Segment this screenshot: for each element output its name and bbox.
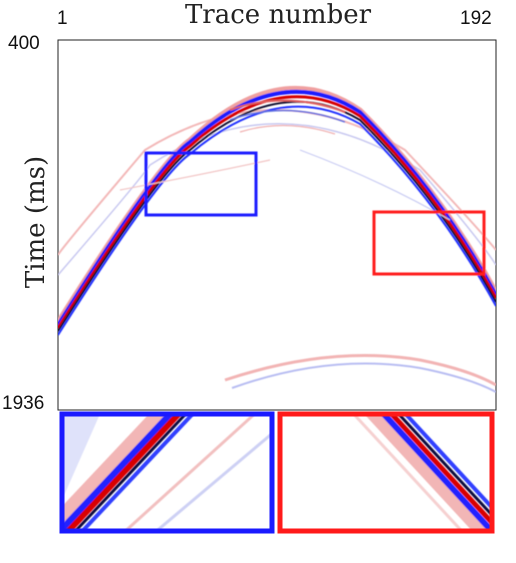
inset-blue-tail	[79, 414, 196, 531]
inset-blue-faint-1	[123, 414, 257, 531]
apex-ring-2	[229, 109, 346, 123]
inset-red-trough	[379, 414, 492, 531]
event-core	[58, 100, 496, 332]
inset-red-peak	[388, 414, 492, 527]
inset-red-core	[396, 414, 492, 518]
inset-blue-corner-wash	[62, 414, 100, 500]
inset-blue	[59, 411, 275, 534]
lower-reflection-2	[231, 362, 496, 393]
secondary-event-1	[119, 159, 271, 191]
y-tick-bottom: 1936	[2, 393, 45, 414]
event-faint-2	[58, 123, 496, 276]
inset-red	[277, 411, 495, 534]
zoom-box-red	[372, 210, 486, 276]
zoom-box-blue	[144, 151, 258, 217]
event-peak	[58, 95, 496, 329]
apex-ring-1	[229, 99, 346, 113]
x-tick-first: 1	[57, 8, 68, 29]
y-tick-top: 400	[8, 33, 40, 54]
inset-blue-trough	[62, 414, 176, 531]
inset-blue-core	[73, 414, 188, 531]
x-tick-last: 192	[460, 8, 492, 29]
apex-ring-3	[239, 124, 336, 135]
inset-red-halo	[364, 414, 492, 531]
inset-blue-halo	[62, 414, 169, 527]
inset-red-faint	[351, 414, 464, 531]
event-trough	[58, 89, 496, 327]
inset-red-tail	[402, 414, 492, 511]
inset-blue-faint-2	[154, 431, 272, 531]
lower-reflection	[224, 354, 496, 387]
inset-blue-peak	[64, 414, 183, 531]
chart-title: Trace number	[184, 0, 372, 30]
